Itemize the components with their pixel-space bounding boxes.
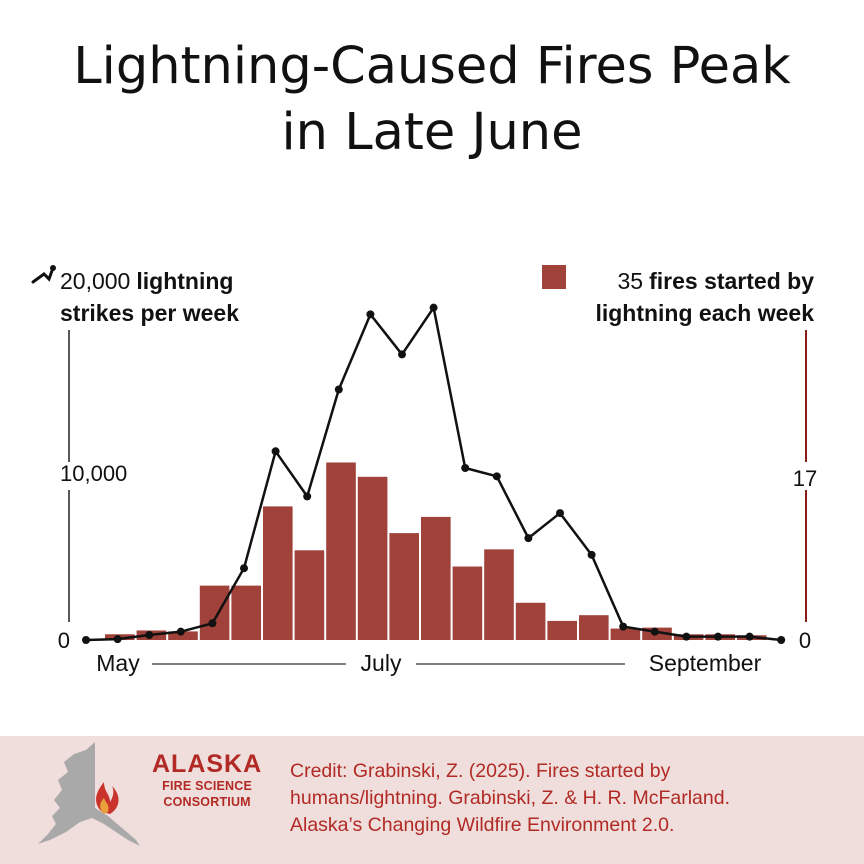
lightning-line — [82, 303, 786, 644]
left-axis-ticks: 0 10,000 — [58, 461, 128, 653]
left-legend-bold: lightning — [136, 268, 233, 294]
lightning-point — [176, 627, 185, 636]
fire-bar — [263, 506, 293, 640]
right-legend-line-1: 35 fires started by — [618, 268, 815, 294]
fire-bar — [484, 549, 514, 640]
fire-bar — [389, 533, 419, 640]
lightning-point — [113, 635, 122, 644]
logo-line-2: FIRE SCIENCE — [162, 779, 253, 793]
logo-line-3: CONSORTIUM — [163, 794, 251, 809]
lightning-point — [366, 310, 375, 319]
fire-bar — [231, 585, 261, 640]
lightning-point — [429, 303, 438, 312]
title-line-2: in Late June — [281, 103, 583, 162]
lightning-point — [303, 492, 312, 501]
lightning-point — [334, 385, 343, 394]
fire-bar — [294, 550, 325, 640]
lightning-legend-icon — [31, 266, 55, 284]
lightning-point — [271, 447, 280, 456]
lightning-point — [682, 632, 691, 641]
right-axis-ticks: 0 17 — [793, 466, 817, 653]
fire-bar — [199, 585, 230, 640]
left-legend-value: 20,000 — [60, 268, 130, 294]
lightning-point — [587, 550, 596, 559]
lightning-point — [461, 463, 470, 472]
chart: 20,000 lightning strikes per week 35 fires… — [31, 265, 817, 676]
fire-bars — [105, 462, 767, 640]
lightning-point — [82, 636, 90, 644]
credit-line-2: humans/lightning. Grabinski, Z. & H. R. … — [290, 787, 730, 809]
consortium-logo: ALASKA FIRE SCIENCE CONSORTIUM — [152, 752, 262, 808]
fire-bar — [421, 516, 451, 640]
lightning-point — [777, 636, 786, 644]
fire-bar — [452, 566, 483, 640]
credit-line-1: Credit: Grabinski, Z. (2025). Fires star… — [290, 760, 671, 782]
lightning-point — [745, 632, 754, 641]
lightning-point — [524, 534, 533, 543]
right-legend-line-2: lightning each week — [595, 300, 814, 326]
fire-bar — [357, 476, 388, 640]
right-tick-label: 17 — [793, 466, 817, 491]
lightning-point — [650, 627, 659, 636]
title-line-1: Lightning-Caused Fires Peak — [73, 37, 791, 96]
lightning-point — [145, 630, 154, 639]
lightning-point — [714, 632, 722, 641]
x-label-september: September — [649, 650, 762, 676]
lightning-point — [208, 619, 217, 628]
fire-bar — [547, 620, 577, 640]
footer: ALASKA FIRE SCIENCE CONSORTIUM Credit: G… — [0, 736, 864, 864]
left-legend-line-1: 20,000 lightning — [60, 268, 233, 294]
chart-title: Lightning-Caused Fires Peak in Late June — [0, 34, 864, 166]
x-label-july: July — [361, 650, 402, 676]
fires-legend-swatch — [542, 265, 566, 289]
credit-line-3: Alaska’s Changing Wildfire Environment 2… — [290, 814, 675, 836]
logo-line-1: ALASKA — [152, 750, 263, 778]
fire-bar — [610, 628, 641, 640]
lightning-point — [556, 509, 564, 518]
fire-bar — [168, 631, 198, 640]
credit-text: Credit: Grabinski, Z. (2025). Fires star… — [290, 758, 850, 839]
x-label-may: May — [96, 650, 140, 676]
fire-bar — [579, 615, 609, 640]
fire-bar — [515, 602, 546, 640]
left-legend-line-2: strikes per week — [60, 300, 239, 326]
lightning-legend-dot — [50, 265, 56, 271]
fire-bar — [326, 462, 356, 640]
right-legend-bold: fires started by — [649, 268, 814, 294]
right-legend-value: 35 — [618, 268, 644, 294]
alaska-map-icon — [38, 742, 140, 846]
lightning-point — [492, 472, 501, 481]
lightning-point — [398, 350, 406, 359]
left-tick-label: 0 — [58, 628, 70, 653]
lightning-point — [240, 564, 248, 573]
lightning-point — [619, 622, 628, 631]
right-tick-label: 0 — [799, 628, 811, 653]
left-tick-label: 10,000 — [60, 461, 127, 486]
